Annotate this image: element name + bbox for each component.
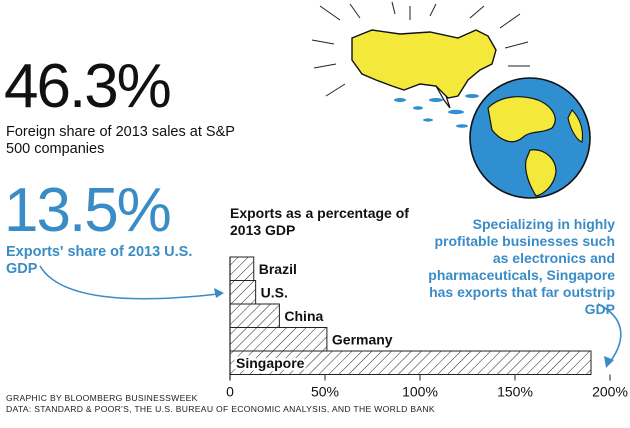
bar-label: China (284, 308, 323, 324)
x-tick-label: 50% (311, 384, 339, 400)
x-tick-label: 200% (592, 384, 628, 400)
globe-icon (469, 77, 591, 199)
bar-china (229, 303, 280, 328)
x-tick-label: 0 (226, 384, 234, 400)
data-source: DATA: STANDARD & POOR'S, THE U.S. BUREAU… (6, 404, 435, 414)
bar-label: U.S. (261, 284, 288, 300)
illustration (311, 1, 591, 199)
bar-label: Singapore (236, 355, 305, 371)
x-tick-label: 150% (497, 384, 533, 400)
bar-label: Brazil (259, 261, 297, 277)
united-states-map-icon (351, 29, 497, 109)
bar-germany (229, 327, 328, 352)
foreign-share-value: 46.3% (4, 52, 172, 121)
x-tick-label: 100% (402, 384, 438, 400)
foreign-share-caption: Foreign share of 2013 sales at S&P 500 c… (6, 124, 235, 157)
graphic-credit: GRAPHIC BY BLOOMBERG BUSINESSWEEK (6, 393, 198, 403)
x-ticks-layer: 0 50% 100% 150% 200% (226, 374, 628, 400)
bar-brazil (229, 256, 255, 281)
exports-share-caption: Exports' share of 2013 U.S. GDP (6, 244, 193, 277)
bar-label: Germany (332, 331, 393, 347)
exports-share-value: 13.5% (4, 176, 172, 245)
bar-u-s (229, 280, 257, 305)
chart-title: Exports as a percentage of 2013 GDP (230, 205, 409, 238)
credit-block: GRAPHIC BY BLOOMBERG BUSINESSWEEK DATA: … (6, 393, 466, 415)
bar-labels-layer: Brazil U.S. China Germany Singapore (234, 261, 393, 374)
burst-lines-icon (311, 1, 530, 97)
